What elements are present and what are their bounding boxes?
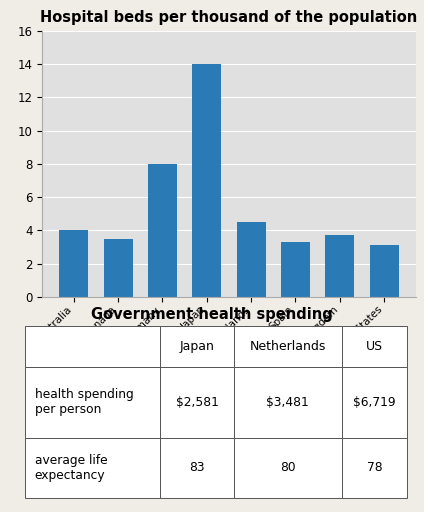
- Bar: [370, 245, 399, 297]
- Bar: [25, 367, 160, 438]
- Title: Hospital beds per thousand of the population: Hospital beds per thousand of the popula…: [40, 10, 418, 26]
- Text: Government health spending: Government health spending: [91, 307, 333, 323]
- Text: Netherlands: Netherlands: [250, 339, 326, 353]
- Bar: [325, 236, 354, 297]
- Bar: [237, 222, 265, 297]
- Bar: [59, 230, 88, 297]
- Text: 83: 83: [189, 461, 205, 474]
- Text: 80: 80: [280, 461, 296, 474]
- Bar: [281, 242, 310, 297]
- Bar: [341, 367, 407, 438]
- Bar: [104, 239, 133, 297]
- Bar: [234, 326, 341, 367]
- Text: $6,719: $6,719: [353, 396, 396, 409]
- Text: US: US: [366, 339, 383, 353]
- Bar: [160, 326, 234, 367]
- Bar: [160, 438, 234, 498]
- Bar: [234, 367, 341, 438]
- Bar: [234, 438, 341, 498]
- Text: Japan: Japan: [180, 339, 215, 353]
- Bar: [25, 438, 160, 498]
- Bar: [192, 64, 221, 297]
- Bar: [25, 326, 160, 367]
- Text: $2,581: $2,581: [176, 396, 218, 409]
- Text: health spending
per person: health spending per person: [35, 388, 134, 416]
- Bar: [148, 164, 177, 297]
- Text: 78: 78: [367, 461, 382, 474]
- Bar: [341, 326, 407, 367]
- Bar: [160, 367, 234, 438]
- Bar: [341, 438, 407, 498]
- Text: average life
expectancy: average life expectancy: [35, 454, 107, 482]
- Text: $3,481: $3,481: [266, 396, 309, 409]
